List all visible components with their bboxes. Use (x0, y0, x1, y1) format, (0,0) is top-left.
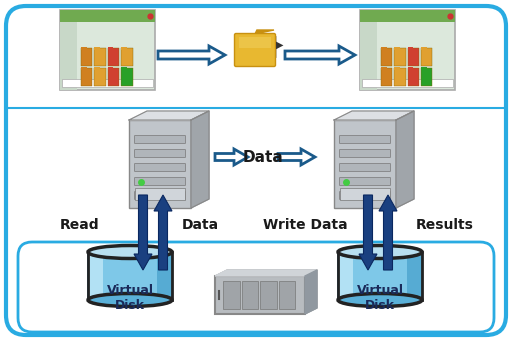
FancyBboxPatch shape (81, 47, 87, 50)
FancyBboxPatch shape (242, 281, 258, 309)
Text: Results: Results (416, 218, 474, 232)
FancyBboxPatch shape (81, 68, 92, 86)
FancyBboxPatch shape (215, 276, 305, 314)
FancyBboxPatch shape (360, 10, 455, 22)
Polygon shape (129, 111, 209, 120)
FancyBboxPatch shape (264, 36, 272, 57)
FancyBboxPatch shape (334, 120, 396, 208)
FancyBboxPatch shape (338, 252, 422, 300)
Ellipse shape (338, 246, 422, 258)
FancyBboxPatch shape (340, 188, 390, 200)
FancyBboxPatch shape (338, 252, 353, 300)
FancyBboxPatch shape (60, 10, 155, 22)
Polygon shape (305, 270, 317, 314)
FancyBboxPatch shape (362, 79, 453, 87)
FancyBboxPatch shape (108, 67, 113, 70)
FancyBboxPatch shape (360, 10, 455, 90)
FancyArrow shape (154, 195, 172, 270)
FancyBboxPatch shape (121, 67, 127, 70)
Polygon shape (236, 30, 274, 38)
FancyBboxPatch shape (408, 67, 413, 70)
FancyBboxPatch shape (60, 22, 77, 90)
FancyBboxPatch shape (268, 36, 276, 57)
FancyBboxPatch shape (339, 178, 391, 186)
FancyBboxPatch shape (339, 163, 391, 172)
FancyBboxPatch shape (394, 48, 406, 66)
FancyBboxPatch shape (129, 120, 191, 208)
Text: Virtual
Disk: Virtual Disk (106, 284, 154, 312)
FancyBboxPatch shape (88, 252, 172, 300)
FancyBboxPatch shape (421, 67, 427, 70)
FancyBboxPatch shape (135, 135, 185, 144)
FancyBboxPatch shape (381, 68, 392, 86)
FancyBboxPatch shape (121, 48, 133, 66)
FancyBboxPatch shape (260, 36, 268, 57)
Text: Data: Data (243, 149, 283, 164)
FancyBboxPatch shape (381, 67, 387, 70)
FancyBboxPatch shape (339, 149, 391, 158)
Ellipse shape (88, 294, 172, 307)
FancyBboxPatch shape (60, 10, 155, 90)
FancyBboxPatch shape (394, 47, 400, 50)
FancyBboxPatch shape (6, 6, 506, 335)
FancyBboxPatch shape (135, 149, 185, 158)
FancyBboxPatch shape (94, 48, 105, 66)
FancyBboxPatch shape (421, 47, 427, 50)
FancyBboxPatch shape (108, 68, 119, 86)
FancyBboxPatch shape (94, 68, 105, 86)
FancyBboxPatch shape (135, 188, 185, 200)
FancyBboxPatch shape (135, 163, 185, 172)
FancyBboxPatch shape (81, 67, 87, 70)
FancyArrow shape (158, 46, 225, 64)
FancyBboxPatch shape (381, 47, 387, 50)
FancyBboxPatch shape (260, 281, 276, 309)
Text: Virtual
Disk: Virtual Disk (356, 284, 403, 312)
FancyBboxPatch shape (223, 281, 240, 309)
Text: Read: Read (60, 218, 100, 232)
Polygon shape (396, 111, 414, 208)
Text: Write Data: Write Data (263, 218, 347, 232)
FancyBboxPatch shape (408, 68, 419, 86)
FancyBboxPatch shape (121, 47, 127, 50)
FancyArrow shape (134, 195, 152, 270)
FancyBboxPatch shape (135, 192, 185, 199)
Polygon shape (215, 270, 317, 276)
FancyBboxPatch shape (394, 68, 406, 86)
FancyArrow shape (215, 149, 248, 165)
FancyBboxPatch shape (421, 48, 433, 66)
FancyBboxPatch shape (62, 79, 153, 87)
FancyBboxPatch shape (94, 47, 100, 50)
FancyBboxPatch shape (94, 67, 100, 70)
FancyBboxPatch shape (88, 252, 103, 300)
FancyBboxPatch shape (408, 47, 413, 50)
FancyBboxPatch shape (157, 252, 172, 300)
Text: Data: Data (181, 218, 219, 232)
FancyArrow shape (285, 46, 355, 64)
FancyBboxPatch shape (239, 37, 271, 48)
FancyBboxPatch shape (408, 48, 419, 66)
FancyBboxPatch shape (108, 48, 119, 66)
FancyBboxPatch shape (360, 22, 377, 90)
FancyBboxPatch shape (81, 48, 92, 66)
FancyArrow shape (379, 195, 397, 270)
FancyBboxPatch shape (234, 33, 275, 66)
FancyArrow shape (359, 195, 377, 270)
Polygon shape (334, 111, 414, 120)
FancyBboxPatch shape (339, 135, 391, 144)
FancyBboxPatch shape (121, 68, 133, 86)
FancyBboxPatch shape (381, 48, 392, 66)
FancyBboxPatch shape (339, 192, 391, 199)
Text: ▶: ▶ (276, 40, 284, 50)
FancyBboxPatch shape (408, 252, 422, 300)
FancyBboxPatch shape (394, 67, 400, 70)
FancyBboxPatch shape (279, 281, 295, 309)
FancyArrow shape (278, 149, 315, 165)
Polygon shape (191, 111, 209, 208)
FancyBboxPatch shape (108, 47, 113, 50)
Ellipse shape (88, 246, 172, 258)
FancyBboxPatch shape (135, 178, 185, 186)
FancyBboxPatch shape (421, 68, 433, 86)
Ellipse shape (338, 294, 422, 307)
